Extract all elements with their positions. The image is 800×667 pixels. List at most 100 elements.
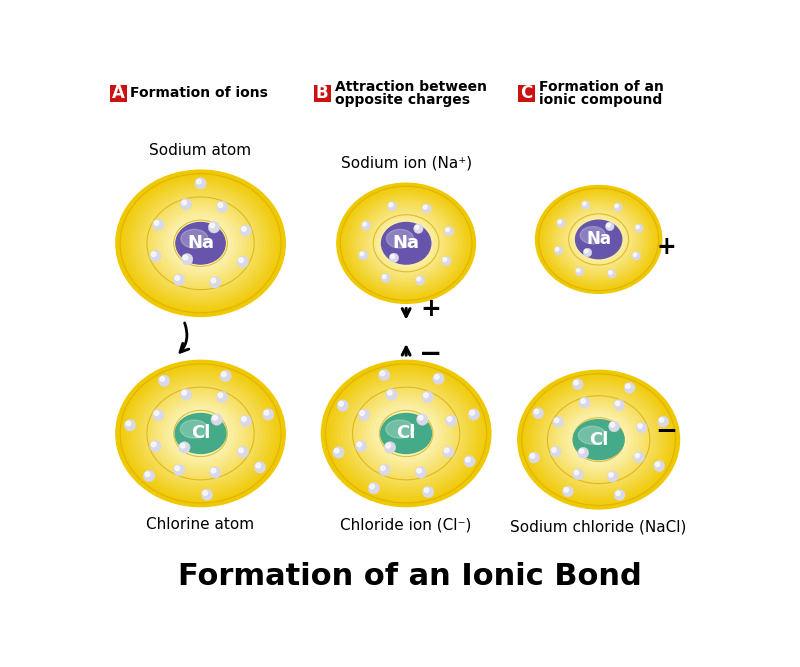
Ellipse shape: [581, 399, 586, 404]
Ellipse shape: [555, 247, 559, 251]
Ellipse shape: [394, 422, 419, 444]
Ellipse shape: [362, 395, 451, 472]
Ellipse shape: [237, 256, 249, 267]
Ellipse shape: [545, 394, 653, 486]
Ellipse shape: [579, 423, 618, 457]
Ellipse shape: [203, 491, 207, 495]
Ellipse shape: [579, 449, 584, 454]
Ellipse shape: [210, 467, 221, 478]
Ellipse shape: [606, 223, 610, 227]
Ellipse shape: [333, 447, 344, 458]
Ellipse shape: [381, 466, 385, 470]
Text: +: +: [420, 297, 442, 321]
Ellipse shape: [635, 454, 639, 458]
Ellipse shape: [174, 274, 185, 285]
Ellipse shape: [357, 200, 456, 286]
Ellipse shape: [386, 444, 390, 448]
Ellipse shape: [210, 277, 221, 288]
Ellipse shape: [424, 488, 429, 492]
Ellipse shape: [145, 472, 150, 476]
Ellipse shape: [386, 229, 414, 248]
Ellipse shape: [533, 384, 664, 496]
Ellipse shape: [150, 250, 162, 261]
Ellipse shape: [382, 412, 431, 455]
Ellipse shape: [340, 186, 472, 301]
Ellipse shape: [542, 191, 656, 288]
Ellipse shape: [609, 473, 613, 477]
Ellipse shape: [550, 446, 561, 457]
Ellipse shape: [447, 417, 452, 422]
Ellipse shape: [180, 416, 222, 452]
Ellipse shape: [574, 470, 578, 475]
Ellipse shape: [386, 389, 398, 400]
Ellipse shape: [180, 389, 192, 400]
Ellipse shape: [624, 382, 635, 394]
Ellipse shape: [390, 419, 423, 448]
Ellipse shape: [557, 219, 566, 227]
Ellipse shape: [238, 448, 243, 453]
Ellipse shape: [216, 392, 228, 403]
Ellipse shape: [634, 224, 643, 233]
Ellipse shape: [575, 220, 622, 259]
Ellipse shape: [466, 458, 470, 462]
Ellipse shape: [554, 418, 559, 423]
Ellipse shape: [140, 381, 262, 486]
Ellipse shape: [574, 420, 624, 460]
Ellipse shape: [556, 403, 642, 476]
Ellipse shape: [358, 409, 370, 421]
Ellipse shape: [387, 390, 392, 395]
Ellipse shape: [363, 206, 450, 281]
Ellipse shape: [534, 410, 538, 414]
Ellipse shape: [264, 410, 269, 415]
Ellipse shape: [156, 395, 246, 472]
Ellipse shape: [382, 223, 430, 264]
Ellipse shape: [143, 470, 155, 482]
Ellipse shape: [366, 398, 447, 469]
Ellipse shape: [337, 400, 349, 412]
Ellipse shape: [560, 406, 638, 473]
Ellipse shape: [180, 444, 185, 448]
Ellipse shape: [176, 223, 226, 264]
Ellipse shape: [374, 406, 439, 462]
Ellipse shape: [530, 380, 668, 499]
Ellipse shape: [554, 246, 562, 255]
Ellipse shape: [614, 490, 625, 500]
Ellipse shape: [382, 275, 386, 279]
Ellipse shape: [172, 219, 230, 268]
Ellipse shape: [568, 213, 629, 265]
Ellipse shape: [144, 384, 258, 482]
Ellipse shape: [381, 273, 390, 283]
Text: Sodium atom: Sodium atom: [150, 143, 252, 158]
Ellipse shape: [548, 396, 649, 483]
Ellipse shape: [350, 384, 463, 482]
Ellipse shape: [580, 227, 606, 244]
Ellipse shape: [338, 374, 475, 493]
Ellipse shape: [434, 375, 439, 380]
Ellipse shape: [615, 204, 618, 207]
Ellipse shape: [368, 482, 380, 494]
Ellipse shape: [178, 442, 190, 453]
Text: ionic compound: ionic compound: [538, 93, 662, 107]
Ellipse shape: [417, 468, 422, 473]
Ellipse shape: [175, 275, 180, 280]
Ellipse shape: [160, 398, 242, 469]
Ellipse shape: [337, 183, 475, 303]
Text: opposite charges: opposite charges: [334, 93, 470, 107]
Text: Cl: Cl: [589, 431, 608, 449]
Ellipse shape: [195, 177, 206, 189]
Ellipse shape: [537, 387, 661, 492]
Ellipse shape: [526, 377, 672, 502]
Ellipse shape: [414, 224, 423, 233]
Ellipse shape: [422, 392, 434, 403]
Ellipse shape: [175, 466, 180, 470]
Ellipse shape: [518, 370, 679, 509]
Ellipse shape: [211, 278, 216, 283]
Ellipse shape: [567, 413, 630, 466]
Ellipse shape: [156, 205, 246, 282]
Ellipse shape: [136, 378, 266, 490]
Ellipse shape: [362, 221, 370, 230]
Ellipse shape: [346, 191, 466, 295]
Ellipse shape: [370, 402, 443, 465]
Ellipse shape: [468, 409, 479, 420]
Ellipse shape: [222, 372, 226, 376]
